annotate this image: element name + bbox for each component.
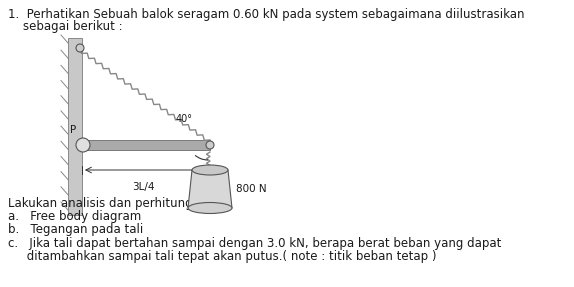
Text: 40°: 40° bbox=[176, 114, 193, 124]
Circle shape bbox=[206, 141, 214, 149]
Bar bbox=[82, 140, 210, 150]
Text: 1.  Perhatikan Sebuah balok seragam 0.60 kN pada system sebagaimana diilustrasik: 1. Perhatikan Sebuah balok seragam 0.60 … bbox=[8, 8, 525, 21]
Text: Lakukan analisis dan perhitungan :: Lakukan analisis dan perhitungan : bbox=[8, 197, 215, 210]
Ellipse shape bbox=[188, 203, 232, 214]
Text: b.   Tegangan pada tali: b. Tegangan pada tali bbox=[8, 223, 144, 236]
Text: c.   Jika tali dapat bertahan sampai dengan 3.0 kN, berapa berat beban yang dapa: c. Jika tali dapat bertahan sampai denga… bbox=[8, 236, 501, 250]
Text: P: P bbox=[70, 125, 76, 135]
Text: 3L/4: 3L/4 bbox=[132, 182, 155, 192]
Text: sebagai berikut :: sebagai berikut : bbox=[8, 20, 123, 33]
Text: 800 N: 800 N bbox=[236, 184, 267, 194]
Text: ditambahkan sampai tali tepat akan putus.( note : titik beban tetap ): ditambahkan sampai tali tepat akan putus… bbox=[8, 250, 436, 263]
Circle shape bbox=[76, 44, 84, 52]
Text: a.   Free body diagram: a. Free body diagram bbox=[8, 210, 141, 223]
Circle shape bbox=[76, 138, 90, 152]
Bar bbox=[68, 38, 82, 215]
Polygon shape bbox=[188, 170, 232, 208]
Ellipse shape bbox=[192, 165, 228, 175]
